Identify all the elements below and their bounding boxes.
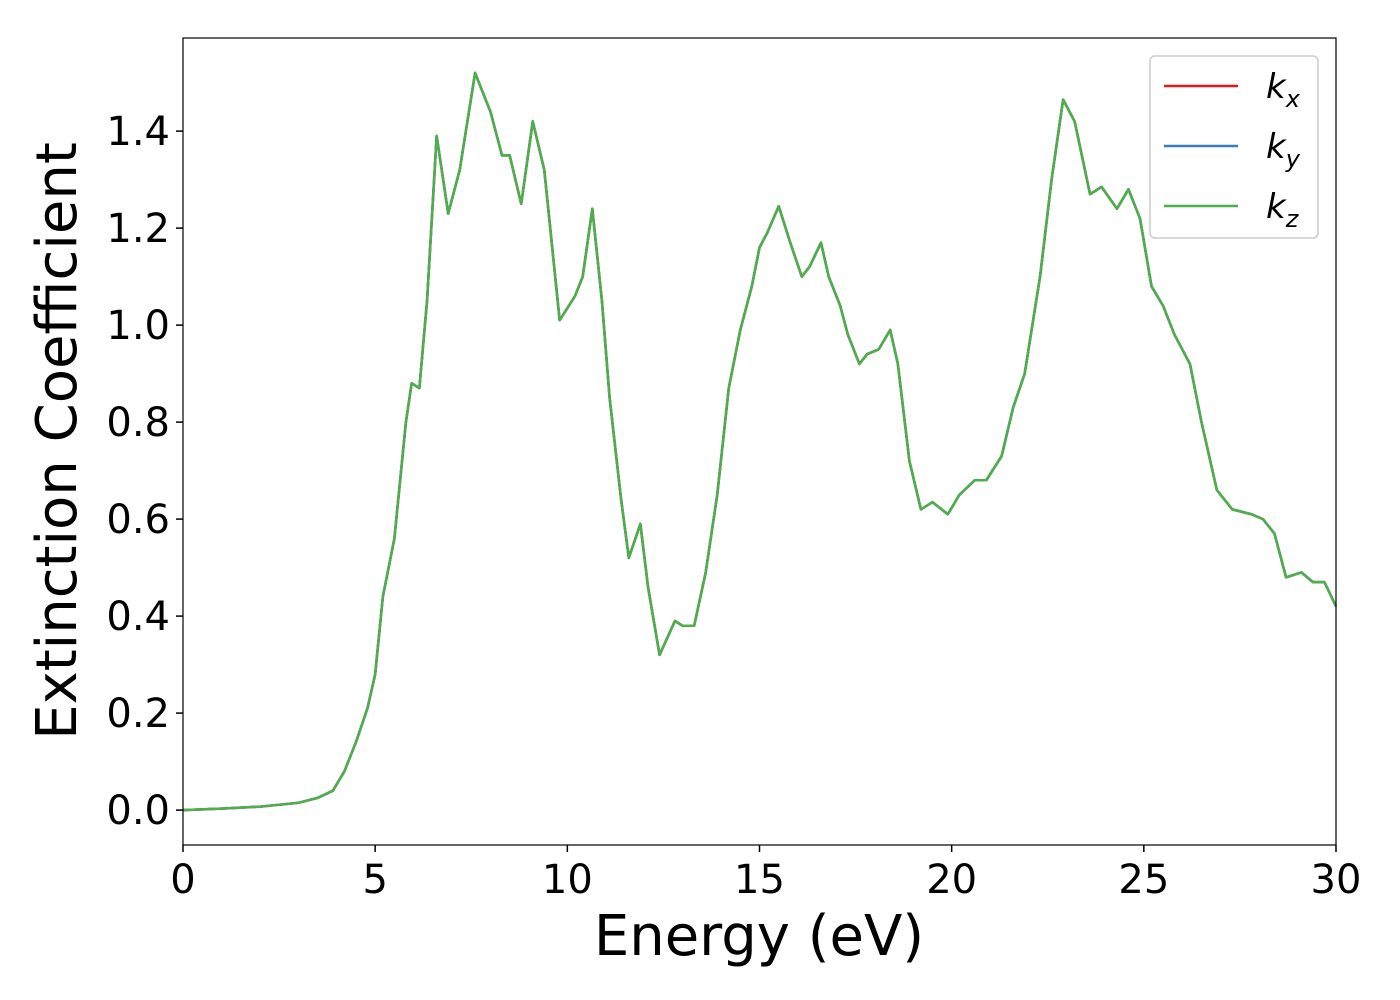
x-tick-label: 25 [1118,857,1169,903]
y-tick-label: 0.0 [106,788,170,834]
x-tick-label: 5 [362,857,387,903]
y-tick-label: 0.8 [106,400,170,446]
x-axis-label: Energy (eV) [594,904,924,969]
y-tick-label: 0.6 [106,497,170,543]
x-tick-label: 10 [542,857,593,903]
x-tick-label: 30 [1311,857,1362,903]
x-tick-label: 15 [734,857,785,903]
legend-label: kx [1266,67,1301,113]
legend-label: kz [1266,187,1300,233]
y-tick-label: 1.2 [106,206,170,252]
legend-label: ky [1266,127,1301,173]
y-tick-label: 0.2 [106,691,170,737]
x-tick-label: 0 [170,857,195,903]
plot-frame [182,37,1337,846]
data-line [182,71,1338,812]
x-tick-label: 20 [926,857,977,903]
y-tick-label: 1.4 [106,109,170,155]
y-tick-label: 1.0 [106,303,170,349]
y-axis-label: Extinction Coefficient [25,142,90,740]
y-tick-label: 0.4 [106,594,170,640]
